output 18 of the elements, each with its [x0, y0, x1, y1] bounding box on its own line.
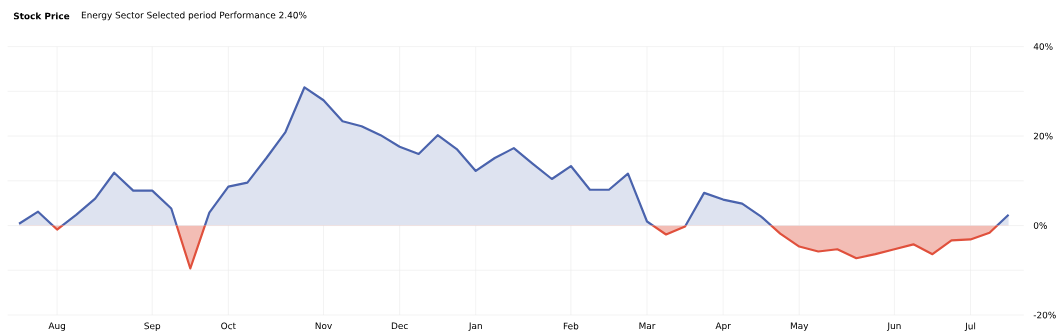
x-tick-label: Nov	[315, 322, 332, 329]
x-tick-label: Jun	[886, 322, 901, 331]
x-tick-label: Oct	[221, 322, 236, 330]
x-tick-label: Sep	[144, 322, 161, 331]
x-tick-label: Jul	[964, 322, 976, 331]
x-tick-label: Aug	[48, 322, 65, 331]
x-tick-label: Feb	[563, 322, 579, 330]
y-tick-label: 0%	[1033, 222, 1047, 229]
y-tick-label: 20%	[1033, 132, 1053, 140]
x-tick-label: Dec	[391, 322, 408, 329]
x-tick-label: Mar	[639, 322, 656, 329]
y-tick-label: 40%	[1033, 43, 1053, 50]
chart-subtitle: Energy Sector Selected period Performance 2.40%	[81, 11, 307, 21]
x-tick-label: May	[790, 322, 809, 331]
chart-title: Stock Price	[13, 12, 70, 20]
x-tick-label: Apr	[715, 322, 731, 331]
y-tick-label: -20%	[1033, 311, 1056, 319]
x-tick-label: Jan	[468, 322, 482, 331]
